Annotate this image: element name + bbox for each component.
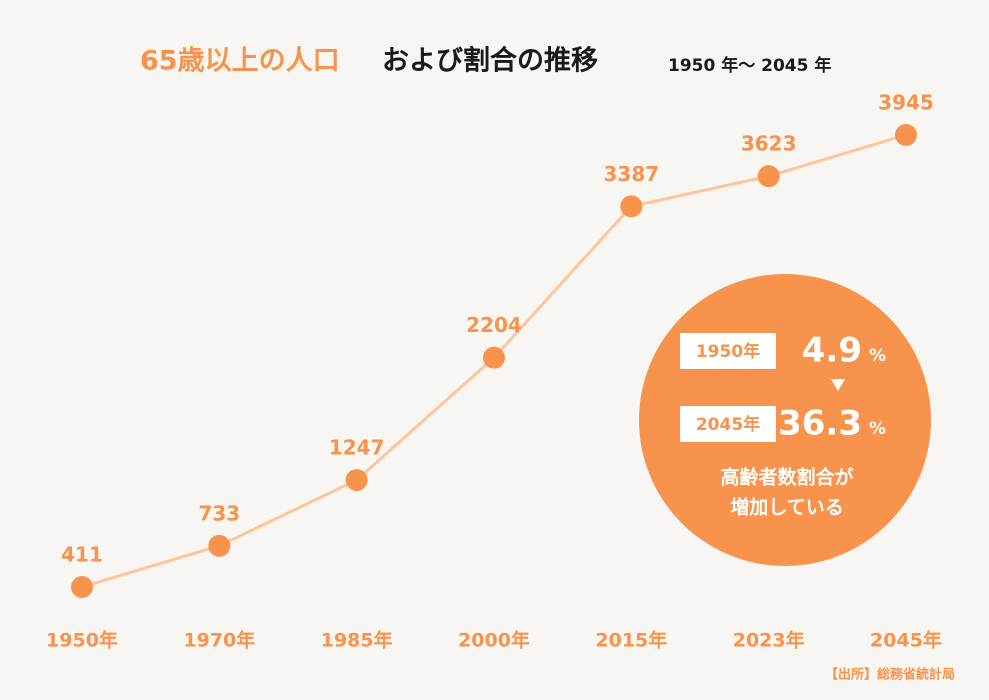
value-label: 411	[61, 543, 103, 567]
x-tick-label: 1950年	[46, 629, 118, 652]
callout-text: 高齢者数割合が	[720, 466, 853, 489]
x-tick-label: 2015年	[595, 629, 667, 652]
value-label: 1247	[329, 436, 385, 460]
callout-text: 増加している	[730, 496, 843, 519]
year-box	[680, 333, 776, 369]
point	[757, 165, 780, 188]
value-label: 3623	[741, 132, 797, 156]
point	[71, 576, 93, 598]
callout-year: 1950年	[696, 341, 760, 362]
point	[208, 534, 231, 557]
point	[895, 124, 917, 146]
value-label: 3945	[878, 91, 934, 115]
callout-unit: %	[869, 346, 886, 366]
x-tick-label: 1970年	[183, 629, 255, 652]
value-label: 2204	[466, 313, 522, 337]
chart-title-highlight: 65歳以上の人口	[140, 46, 340, 77]
x-tick-label: 2000年	[458, 629, 530, 652]
x-tick-label: 2045年	[870, 629, 942, 652]
point	[620, 195, 643, 218]
chart-subtitle: 1950 年〜 2045 年	[668, 55, 831, 76]
callout-year: 2045年	[696, 414, 760, 435]
value-label: 3387	[603, 162, 659, 186]
callout-value: 36.3	[778, 404, 862, 444]
callout: 1950年 4.9 % 2045年 36.3 % 高齢者数割合が 増加している	[639, 274, 931, 566]
chart-title: および割合の推移	[382, 45, 598, 77]
plot: 1950年 1970年 1985年 2000年 2015年 2023年 2045年 411 73…	[46, 91, 942, 652]
callout-value: 4.9	[802, 331, 862, 371]
year-box	[680, 406, 776, 442]
x-tick-label: 2023年	[733, 629, 805, 652]
value-label: 733	[198, 501, 240, 525]
x-tick-label: 1985年	[321, 629, 393, 652]
point	[483, 346, 505, 369]
point	[345, 469, 368, 492]
callout-unit: %	[869, 419, 886, 439]
arrow	[831, 379, 845, 391]
source: 【出所】総務省統計局	[825, 667, 955, 683]
